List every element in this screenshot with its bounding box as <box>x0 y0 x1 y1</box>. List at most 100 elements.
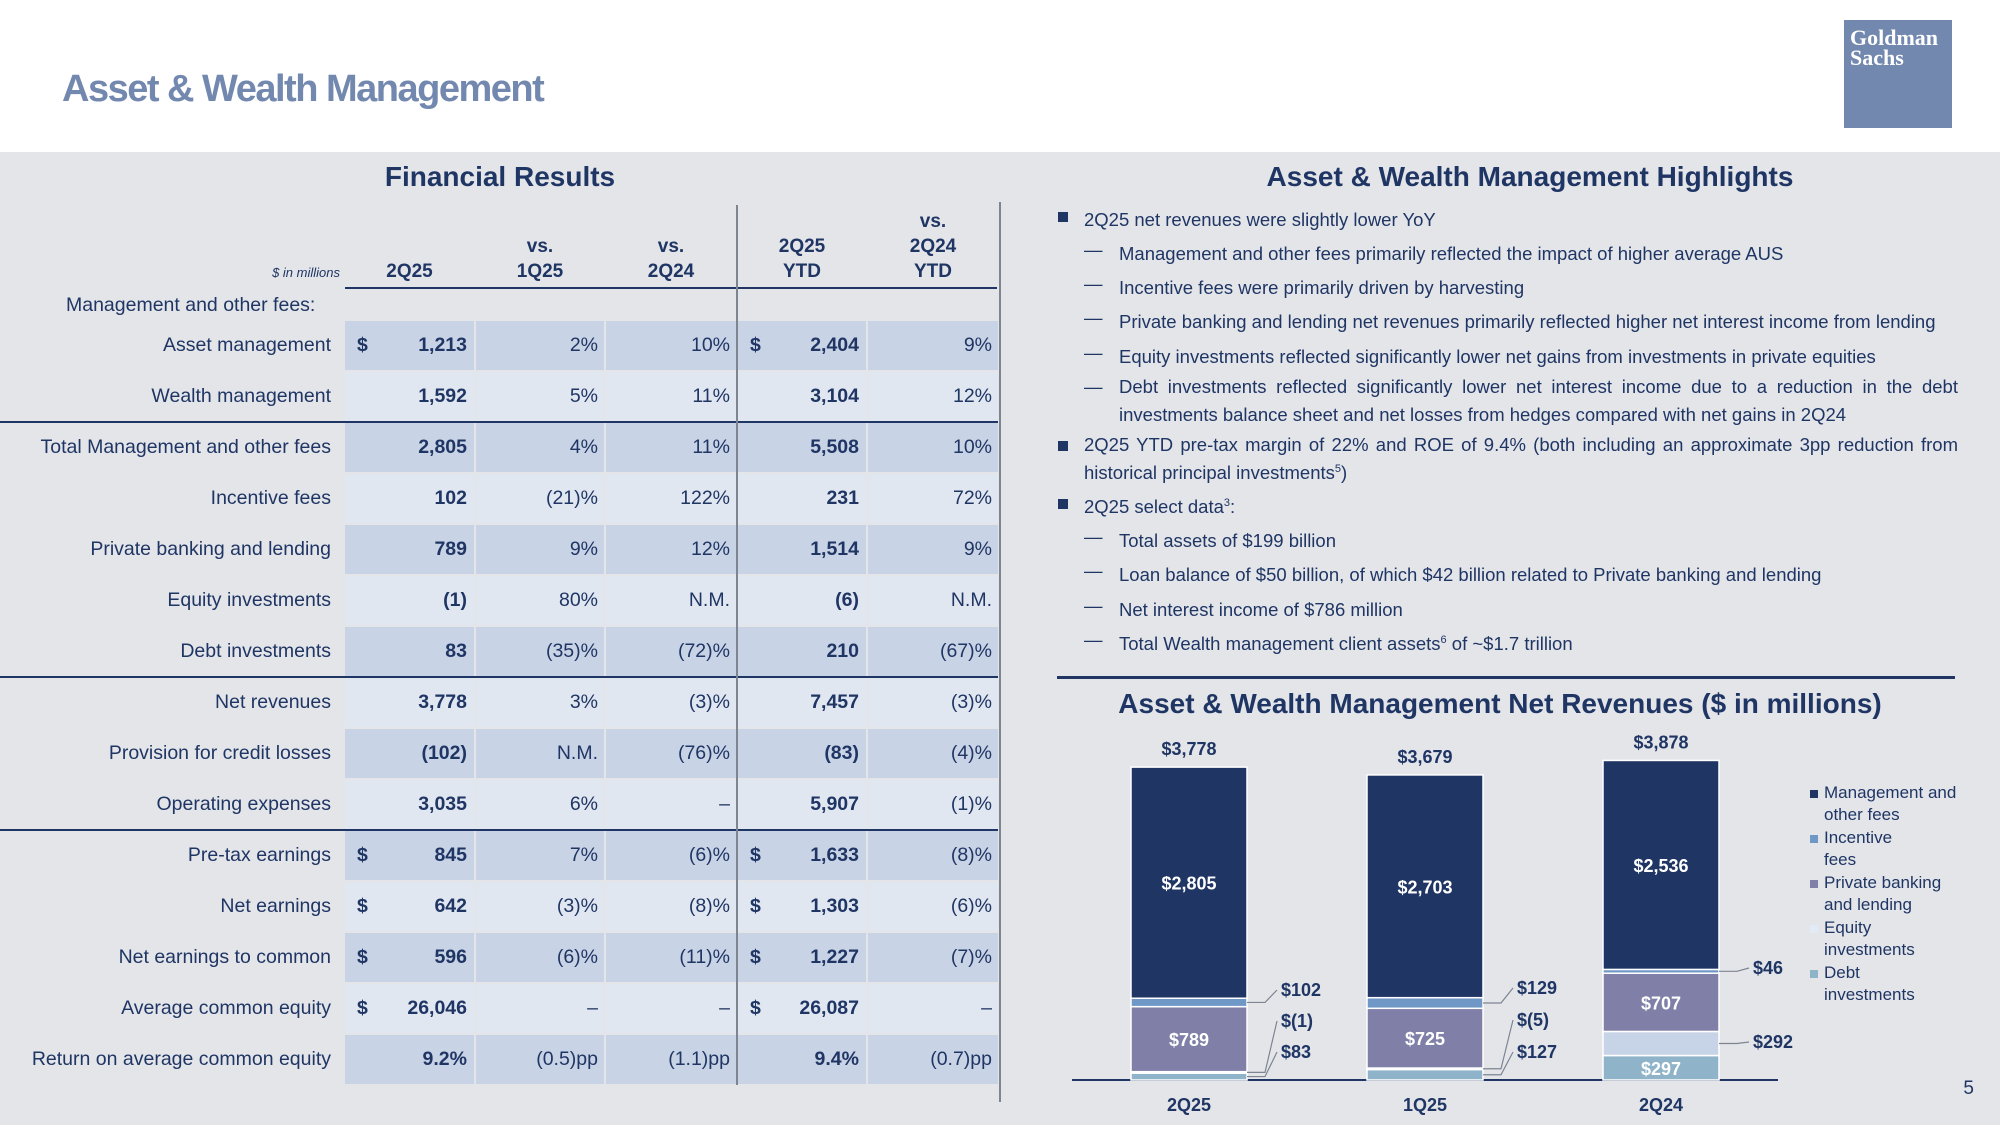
value-2q25: $26,046 <box>345 984 474 1033</box>
legend-label: investments <box>1824 985 1915 1004</box>
goldman-sachs-logo: Goldman Sachs <box>1844 20 1952 128</box>
value-vs-2q24-ytd: (4)% <box>868 729 998 778</box>
value-2q25: 789 <box>345 525 474 574</box>
dollar-sign: $ <box>750 946 761 968</box>
value-text: 5,907 <box>810 793 859 815</box>
highlight-text: Management and other fees primarily refl… <box>1119 243 1784 265</box>
dollar-sign: $ <box>750 895 761 917</box>
table-row: Equity investments (1) 80% N.M. (6) N.M. <box>0 576 1000 627</box>
value-vs-2q24-ytd: 9% <box>868 321 998 370</box>
value-vs-2q24-ytd: (3)% <box>868 678 998 727</box>
total-label: $3,778 <box>1161 739 1216 759</box>
value-vs-1q25: 7% <box>476 831 604 880</box>
bar-segment <box>1366 1068 1484 1081</box>
value-vs-1q25: 3% <box>476 678 604 727</box>
highlight-subitem: Incentive fees were primarily driven by … <box>1058 272 1958 300</box>
value-text: 1,633 <box>810 844 859 866</box>
footnote-ref: 6 <box>1440 633 1447 646</box>
column-header-1-line3: 2Q25 <box>386 261 433 282</box>
value-vs-2q24-ytd: (67)% <box>868 627 998 676</box>
value-2q25: (1) <box>345 576 474 625</box>
highlight-subitem: Equity investments reflected significant… <box>1058 341 1958 369</box>
value-vs-1q25: – <box>476 984 604 1033</box>
value-2q25: 9.2% <box>345 1035 474 1084</box>
value-text: (1) <box>443 589 467 611</box>
value-text: 1,303 <box>810 895 859 917</box>
data-label: $2,805 <box>1161 874 1216 894</box>
value-2q25: $642 <box>345 882 474 931</box>
bar-segment <box>1130 997 1248 1008</box>
table-row: Total Management and other fees 2,805 4% 11… <box>0 423 1000 474</box>
row-label: Net earnings <box>220 895 331 917</box>
table-row: Return on average common equity 9.2% (0.5)… <box>0 1035 1000 1086</box>
value-2q25: $845 <box>345 831 474 880</box>
column-header-2-line3: 1Q25 <box>516 261 564 282</box>
highlight-text: Net interest income of $786 million <box>1119 598 1403 620</box>
column-header-2-line2: vs. <box>526 236 554 257</box>
value-vs-1q25: 9% <box>476 525 604 574</box>
value-2q25-ytd: 5,508 <box>738 423 866 472</box>
table-row: Pre-tax earnings $845 7% (6)% $1,633 (8)% <box>0 831 1000 882</box>
legend-label: Management and <box>1824 783 1956 802</box>
table-row: Net revenues 3,778 3% (3)% 7,457 (3)% <box>0 678 1000 729</box>
value-2q25: $596 <box>345 933 474 982</box>
value-vs-2q24-ytd: 9% <box>868 525 998 574</box>
value-2q25-ytd: 231 <box>738 474 866 523</box>
row-label: Return on average common equity <box>31 1048 331 1070</box>
value-text: 1,213 <box>418 334 467 356</box>
row-label: Total Management and other fees <box>40 436 331 458</box>
highlights-rule <box>1057 676 1955 679</box>
highlight-bullet: 2Q25 net revenues were slightly lower Yo… <box>1058 204 1958 232</box>
data-label: $46 <box>1753 958 1783 978</box>
dollar-sign: $ <box>357 997 368 1019</box>
value-vs-2q24-ytd: 12% <box>868 372 998 421</box>
value-vs-2q24-ytd: 10% <box>868 423 998 472</box>
data-label: $127 <box>1517 1042 1557 1062</box>
table-row: Net earnings $642 (3)% (8)% $1,303 (6)% <box>0 882 1000 933</box>
logo-line-1: Goldman <box>1850 25 1939 50</box>
dollar-sign: $ <box>357 946 368 968</box>
value-2q25-ytd: (83) <box>738 729 866 778</box>
legend-swatch <box>1810 880 1818 888</box>
value-vs-2q24-ytd: (0.7)pp <box>868 1035 998 1084</box>
bar-segment <box>1130 1005 1248 1073</box>
highlight-subitem: Total assets of $199 billion <box>1058 525 1958 553</box>
header-rule <box>345 287 997 289</box>
chart-title: Asset & Wealth Management Net Revenues (… <box>1118 688 1882 719</box>
value-vs-2q24: (11)% <box>606 933 736 982</box>
value-text: 26,046 <box>407 997 467 1019</box>
value-text: 1,514 <box>810 538 859 560</box>
data-label: $725 <box>1405 1029 1445 1049</box>
leader-line <box>1483 1051 1514 1076</box>
value-vs-2q24-ytd: – <box>868 984 998 1033</box>
highlight-text: 2Q25 select data <box>1084 496 1224 518</box>
value-2q25-ytd: $1,303 <box>738 882 866 931</box>
section-separator <box>0 676 998 678</box>
value-text: 596 <box>434 946 467 968</box>
value-vs-1q25: (35)% <box>476 627 604 676</box>
highlight-subitem: Management and other fees primarily refl… <box>1058 238 1958 266</box>
category-label: 1Q25 <box>1403 1095 1447 1115</box>
column-header-4-line3: YTD <box>783 261 821 282</box>
highlights-title: Asset & Wealth Management Highlights <box>1266 161 1794 192</box>
value-2q25: 3,035 <box>345 780 474 829</box>
value-text: 642 <box>434 895 467 917</box>
value-vs-2q24: – <box>606 780 736 829</box>
value-vs-1q25: (6)% <box>476 933 604 982</box>
dollar-sign: $ <box>357 895 368 917</box>
row-label: Net revenues <box>215 691 331 713</box>
legend-swatch <box>1810 925 1818 933</box>
value-2q25-ytd: $26,087 <box>738 984 866 1033</box>
category-label: 2Q24 <box>1639 1095 1683 1115</box>
value-2q25: 3,778 <box>345 678 474 727</box>
page-title: Asset & Wealth Management <box>62 68 545 110</box>
value-vs-2q24: 122% <box>606 474 736 523</box>
leader-line <box>1247 989 1278 1004</box>
value-vs-2q24: 10% <box>606 321 736 370</box>
value-vs-1q25: 5% <box>476 372 604 421</box>
value-text: 231 <box>826 487 859 509</box>
data-label: $129 <box>1517 978 1557 998</box>
row-label: Debt investments <box>180 640 331 662</box>
value-2q25: 1,592 <box>345 372 474 421</box>
row-label: Pre-tax earnings <box>187 844 331 866</box>
